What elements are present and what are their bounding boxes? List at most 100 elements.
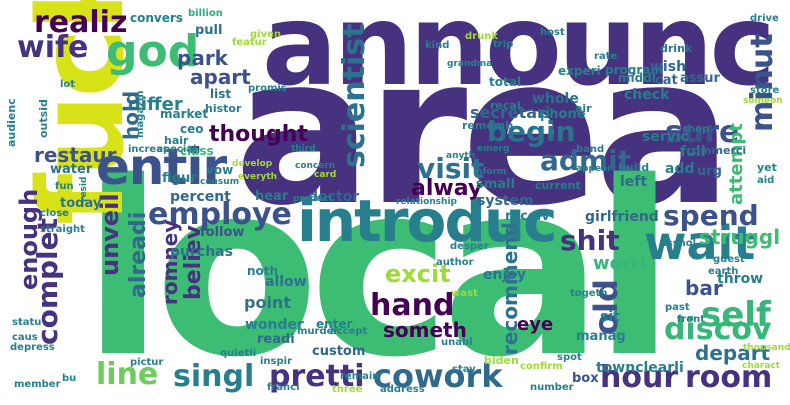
word-host: host: [540, 27, 565, 38]
word-lot: lot: [60, 79, 76, 90]
word-charact: charact: [742, 361, 780, 371]
word-three: three: [332, 384, 363, 395]
word-shit: shit: [560, 224, 620, 257]
word-asshol: asshol: [660, 238, 697, 249]
word-percent: percent: [170, 189, 231, 205]
word-girlfriend: girlfriend: [585, 209, 659, 225]
word-alreadi: alreadi: [126, 211, 151, 298]
word-admit: admit: [540, 144, 632, 177]
word-discov: discov: [664, 312, 772, 347]
word-thousand: thousand: [743, 343, 790, 353]
word-announc: announc: [262, 0, 776, 111]
word-class: class: [180, 144, 214, 158]
word-earth: earth: [708, 266, 739, 277]
word-murder: murder: [297, 326, 339, 337]
word-author: author: [436, 257, 474, 268]
word-box: box: [572, 371, 599, 386]
word-throw: throw: [717, 271, 764, 287]
word-figur: figur: [162, 171, 197, 186]
word-unabl: unabl: [441, 337, 473, 348]
word-confirm: confirm: [520, 361, 563, 372]
word-employe: employe: [148, 197, 292, 232]
word-anyth: anyth: [446, 151, 476, 161]
word-restaur: restaur: [34, 143, 117, 167]
word-urg: urg: [697, 164, 722, 179]
word-kind: kind: [425, 40, 450, 51]
word-hand: hand: [370, 288, 455, 323]
word-trip: trip: [493, 39, 514, 50]
word-room: room: [685, 360, 773, 395]
word-drunk: drunk: [465, 31, 498, 42]
word-readi: readi: [257, 332, 295, 347]
word-purchas: purchas: [170, 244, 233, 260]
word-number: number: [530, 382, 574, 393]
word-everyth: everyth: [238, 172, 278, 182]
word-pretti: pretti: [269, 359, 365, 394]
word-local: local: [82, 130, 676, 405]
word-hair: hair: [164, 134, 189, 147]
word-total: total: [489, 75, 521, 89]
word-thought: thought: [209, 122, 308, 147]
word-convers: convers: [130, 11, 183, 25]
word-noth: noth: [247, 264, 279, 278]
word-full: full: [680, 144, 706, 160]
word-visit: visit: [417, 152, 485, 185]
word-grandma: grandma: [447, 59, 493, 69]
word-recommend: recommend: [498, 222, 522, 355]
word-given: given: [250, 29, 282, 40]
word-appear: appear: [576, 164, 612, 174]
word-caus: caus: [12, 332, 38, 343]
word-servic: servic: [642, 129, 689, 145]
word-inspir: inspir: [260, 356, 293, 367]
word-entir: entir: [96, 138, 227, 196]
word-inform: inform: [473, 167, 507, 177]
word-small: small: [476, 177, 515, 192]
word-someon: someon: [743, 96, 783, 106]
word-minut: minut: [745, 33, 780, 132]
word-assur: assur: [680, 71, 720, 86]
word-middl: middl: [618, 71, 656, 85]
word-consum: consum: [200, 177, 240, 187]
word-statu: statu: [12, 317, 42, 328]
word-realiz: realiz: [34, 5, 128, 40]
word-front: front: [677, 314, 706, 325]
word-secretari: secretari: [470, 103, 551, 122]
word-band: band: [576, 144, 605, 155]
word-phone: phone: [540, 107, 586, 122]
word-close: close: [40, 208, 69, 219]
word-build: build: [618, 161, 650, 174]
word-follow: follow: [200, 225, 245, 240]
word-enter: enter: [316, 317, 353, 331]
word-doctor: doctor: [308, 189, 360, 205]
word-recal: recal: [490, 99, 521, 112]
word-rate: rate: [594, 51, 618, 62]
word-cowork: cowork: [373, 357, 503, 395]
word-member: member: [14, 379, 61, 390]
word-begin: begin: [487, 115, 576, 148]
word-special: special: [157, 144, 197, 155]
word-enjoy: enjoy: [483, 267, 527, 283]
word-third: third: [291, 144, 316, 154]
word-romney: romney: [158, 219, 182, 305]
word-guest: guest: [713, 254, 745, 265]
word-cat: cat: [655, 73, 678, 88]
word-drink: drink: [660, 42, 693, 55]
word-outsid: outsid: [37, 99, 50, 138]
word-concern: concern: [295, 161, 336, 171]
word-alway: alway: [411, 176, 483, 201]
word-differ: differ: [128, 94, 183, 115]
word-experi: experi: [558, 64, 601, 78]
word-rememb: rememb: [462, 119, 514, 132]
word-add: add: [665, 161, 695, 177]
word-product: product: [293, 194, 333, 204]
word-relationship: relationship: [396, 197, 457, 207]
word-togeth: togeth: [570, 288, 608, 299]
word-audienc: audienc: [5, 98, 18, 147]
word-desper: desper: [450, 241, 489, 252]
word-drive: drive: [750, 13, 779, 24]
word-franci: franci: [267, 382, 300, 393]
word-current: current: [535, 179, 581, 192]
word-shop: shop: [682, 124, 710, 135]
word-apart: apart: [190, 65, 251, 89]
word-wife: wife: [17, 30, 89, 65]
